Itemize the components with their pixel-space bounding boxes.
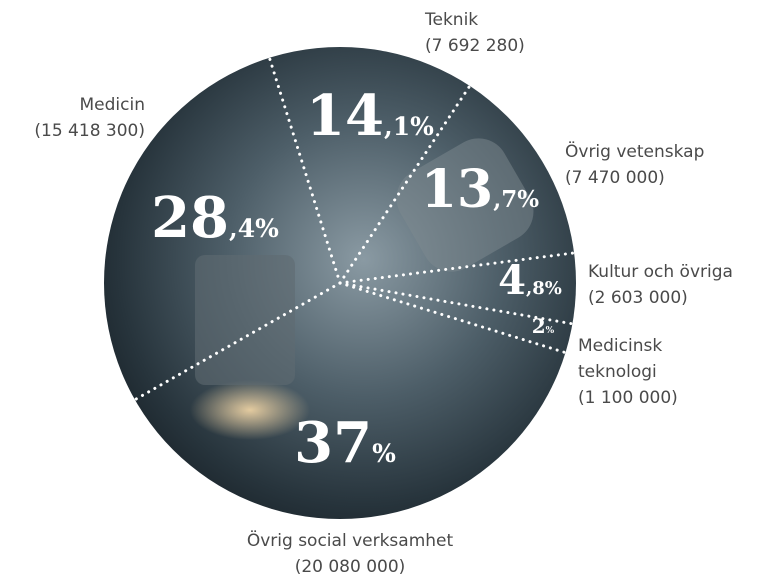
category-name: Kultur och övriga: [588, 262, 733, 282]
category-name: Övrig social verksamhet: [246, 531, 454, 551]
slice-label: Medicin (15 418 300): [34, 92, 145, 144]
lens: [396, 138, 534, 272]
category-name: Medicin: [79, 95, 146, 115]
value-label: 13,7%: [421, 159, 539, 220]
amount: (2 603 000): [588, 288, 688, 308]
value-label: 14,1%: [306, 83, 434, 149]
slice-label: Kultur och övriga (2 603 000): [588, 259, 733, 311]
light-glow: [190, 380, 310, 440]
amount: (7 692 280): [425, 36, 525, 56]
value-label: 2%: [532, 314, 555, 338]
value-label: 37%: [294, 410, 396, 476]
category-name: Teknik: [425, 10, 479, 30]
slice-label: Övrig social verksamhet (20 080 000): [190, 528, 510, 580]
amount: (1 100 000): [578, 388, 678, 408]
slice-label: Övrig vetenskap (7 470 000): [565, 139, 704, 191]
slice-label: Medicinsk teknologi (1 100 000): [578, 333, 698, 411]
category-name: Övrig vetenskap: [565, 142, 705, 162]
value-label: 4,8%: [498, 257, 562, 304]
value-label: 28,4%: [151, 185, 279, 251]
category-name: Medicinsk teknologi: [578, 336, 663, 382]
amount: (7 470 000): [565, 168, 665, 188]
amount: (15 418 300): [34, 121, 145, 141]
slice-label: Teknik (7 692 280): [425, 7, 525, 59]
lens: [195, 255, 295, 385]
amount: (20 080 000): [294, 557, 406, 577]
